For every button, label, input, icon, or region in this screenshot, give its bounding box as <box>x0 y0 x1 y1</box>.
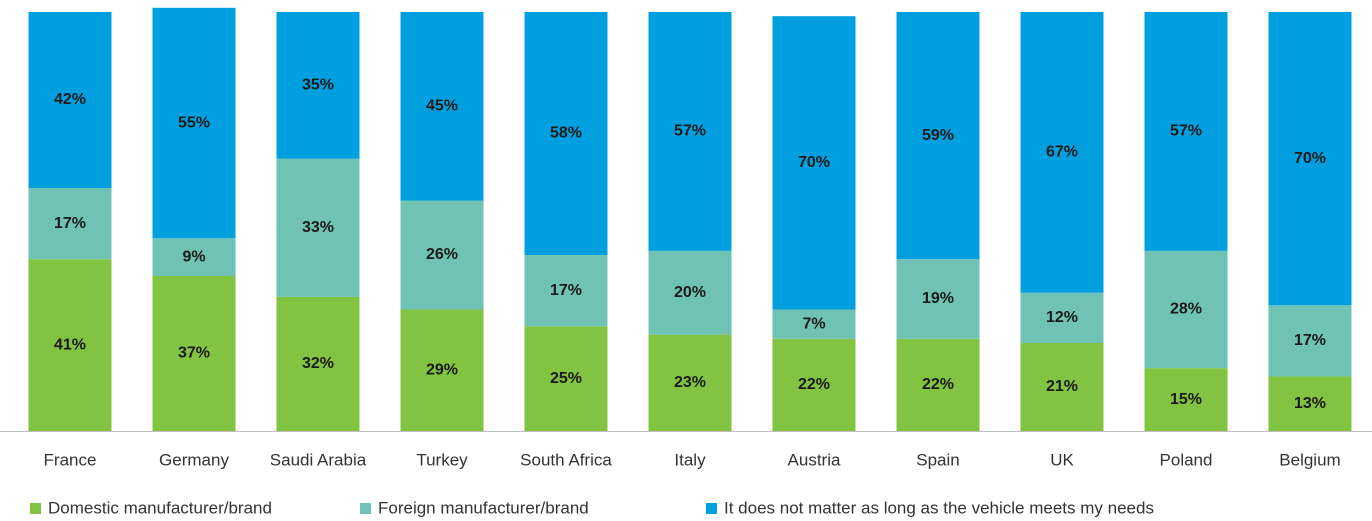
bar-segment <box>400 12 484 201</box>
value-label: 7% <box>802 315 825 332</box>
value-label: 28% <box>1170 301 1202 318</box>
bar-segment <box>1268 305 1352 377</box>
value-label: 41% <box>54 336 86 353</box>
bar-segment <box>276 158 360 297</box>
value-label: 17% <box>550 282 582 299</box>
bar-segment <box>896 12 980 260</box>
bar-segment <box>276 12 360 159</box>
value-label: 45% <box>426 97 458 114</box>
bar-segment <box>152 7 236 239</box>
bar-segment <box>896 259 980 339</box>
value-label: 70% <box>1294 150 1326 167</box>
value-label: 9% <box>182 248 205 265</box>
value-label: 70% <box>798 154 830 171</box>
value-label: 57% <box>1170 123 1202 140</box>
bar-segment <box>1144 250 1228 369</box>
value-label: 59% <box>922 127 954 144</box>
value-label: 19% <box>922 290 954 307</box>
bar-segment <box>772 338 856 431</box>
bar-segment <box>772 309 856 339</box>
x-tick-label: Belgium <box>1279 450 1340 469</box>
value-label: 25% <box>550 370 582 387</box>
bar-segment <box>400 200 484 310</box>
bar-segment <box>524 255 608 327</box>
value-label: 32% <box>302 355 334 372</box>
bar-segment <box>1020 343 1104 431</box>
bar-segment <box>648 334 732 431</box>
value-label: 58% <box>550 125 582 142</box>
value-label: 26% <box>426 246 458 263</box>
bar-segment <box>28 187 112 260</box>
value-label: 67% <box>1046 144 1078 161</box>
bar-segment <box>1268 376 1352 431</box>
value-label: 55% <box>178 114 210 131</box>
bar-segment <box>400 309 484 431</box>
legend-label: Domestic manufacturer/brand <box>48 498 272 517</box>
bar-segment <box>28 259 112 431</box>
bar-segment <box>152 275 236 431</box>
bar-segment <box>896 338 980 431</box>
bar-segment <box>648 12 732 251</box>
bar-segment <box>524 12 608 256</box>
value-label: 23% <box>674 374 706 391</box>
x-tick-label: Turkey <box>416 450 468 469</box>
x-tick-label: Spain <box>916 450 959 469</box>
bar-segment <box>648 250 732 335</box>
x-tick-label: Saudi Arabia <box>270 450 367 469</box>
x-tick-label: Austria <box>788 450 841 469</box>
value-label: 12% <box>1046 309 1078 326</box>
bar-segment <box>772 16 856 310</box>
x-tick-label: South Africa <box>520 450 612 469</box>
bar-segment <box>1144 12 1228 251</box>
value-label: 37% <box>178 345 210 362</box>
x-tick-label: France <box>44 450 97 469</box>
value-label: 17% <box>54 215 86 232</box>
value-label: 33% <box>302 219 334 236</box>
value-label: 13% <box>1294 395 1326 412</box>
bar-segment <box>1020 292 1104 344</box>
value-label: 29% <box>426 361 458 378</box>
value-label: 17% <box>1294 332 1326 349</box>
value-label: 57% <box>674 123 706 140</box>
bar-segment <box>1020 12 1104 293</box>
x-tick-label: Poland <box>1160 450 1213 469</box>
value-label: 35% <box>302 77 334 94</box>
legend-swatch <box>360 503 371 514</box>
legend-label: It does not matter as long as the vehicl… <box>724 498 1154 517</box>
bar-segment <box>152 238 236 276</box>
bar-segment <box>276 296 360 431</box>
legend-label: Foreign manufacturer/brand <box>378 498 589 517</box>
legend-swatch <box>30 503 41 514</box>
bar-segment <box>1144 368 1228 431</box>
bar-segment <box>1268 12 1352 306</box>
value-label: 21% <box>1046 378 1078 395</box>
value-label: 22% <box>798 376 830 393</box>
x-tick-label: Italy <box>674 450 706 469</box>
bar-segment <box>28 12 112 188</box>
legend-swatch <box>706 503 717 514</box>
bar-segment <box>524 326 608 431</box>
x-tick-label: Germany <box>159 450 229 469</box>
value-label: 22% <box>922 376 954 393</box>
value-label: 42% <box>54 91 86 108</box>
x-tick-label: UK <box>1050 450 1074 469</box>
value-label: 15% <box>1170 391 1202 408</box>
value-label: 20% <box>674 284 706 301</box>
